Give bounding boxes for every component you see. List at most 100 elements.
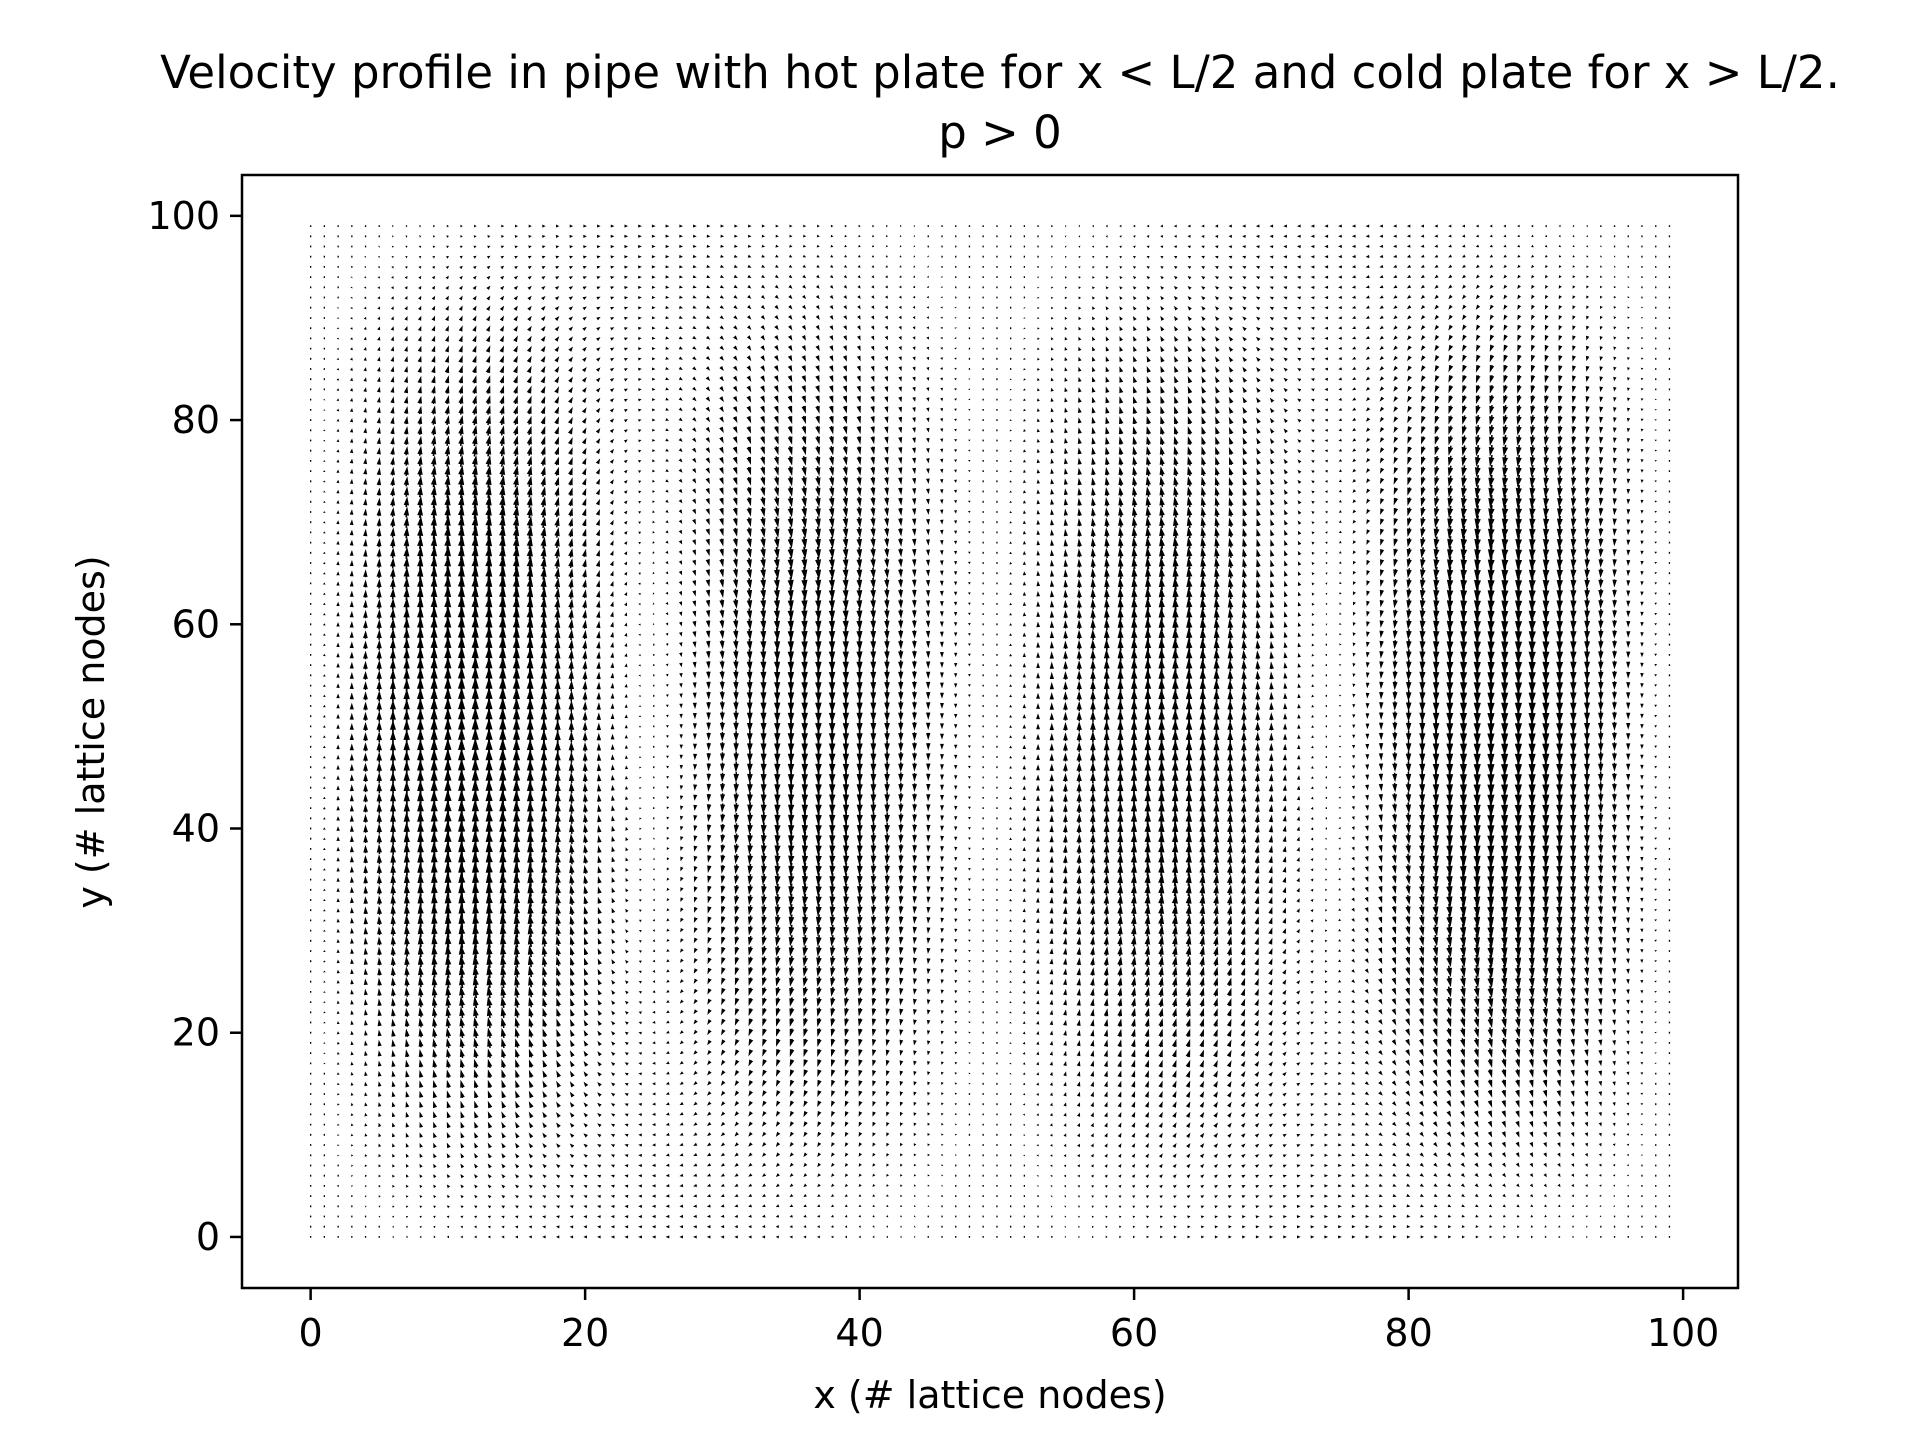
quiver-column [1254,224,1261,1239]
quiver-arrows [595,224,602,1239]
quiver-arrows [1459,224,1468,1239]
quiver-column [1351,224,1357,1239]
quiver-arrows [801,224,809,1239]
quiver-column [678,224,684,1239]
quiver-arrows [870,224,877,1239]
quiver-column [1171,224,1179,1239]
quiver-arrows [623,224,629,1239]
quiver-column [1158,224,1165,1239]
quiver-column [1063,224,1068,1239]
quiver-arrows [485,224,493,1239]
quiver-column [912,224,917,1239]
quiver-column [1022,225,1027,1238]
quiver-column [349,225,354,1238]
quiver-column [1654,225,1657,1238]
quiver-column [651,224,656,1239]
quiver-arrows [856,224,863,1239]
x-tick-label: 60 [1110,1311,1158,1355]
quiver-column [336,225,340,1238]
quiver-column [1418,224,1426,1239]
quiver-arrows [1063,224,1068,1239]
quiver-arrows [1432,224,1440,1239]
quiver-arrows [815,224,822,1239]
quiver-column [1487,224,1495,1239]
quiver-arrows [1556,224,1564,1239]
quiver-column [1528,224,1536,1239]
y-tick-label: 60 [172,602,220,646]
quiver-column [1364,224,1371,1239]
y-axis-label: y (# lattice nodes) [69,555,113,908]
quiver-column [609,224,616,1239]
quiver-field [310,224,1671,1239]
quiver-column [773,224,781,1239]
plot-frame [240,173,1740,1290]
quiver-column [705,224,712,1239]
quiver-column [1584,224,1591,1239]
quiver-arrows [746,224,754,1239]
quiver-arrows [1158,224,1165,1239]
quiver-arrows [898,224,904,1239]
x-axis-label: x (# lattice nodes) [813,1373,1166,1417]
quiver-arrows [554,224,562,1239]
quiver-column [842,224,850,1239]
quiver-column [1282,224,1288,1239]
quiver-column [1459,224,1468,1239]
quiver-arrows [1418,224,1426,1239]
y-tick-label: 20 [172,1011,220,1055]
quiver-arrows [1612,225,1617,1238]
y-tick-label: 80 [172,398,220,442]
quiver-column [1338,224,1342,1239]
quiver-column [1405,224,1412,1239]
quiver-column [1378,224,1385,1239]
quiver-column [1640,225,1644,1238]
quiver-arrows [1500,224,1509,1239]
quiver-arrows [1130,224,1138,1239]
x-tick-label: 0 [299,1311,323,1355]
x-tick-label: 20 [561,1311,609,1355]
quiver-arrows [1117,224,1124,1239]
quiver-arrows [912,224,917,1239]
quiver-arrows [1144,224,1152,1239]
quiver-arrows [444,224,452,1239]
quiver-arrows [968,225,971,1238]
quiver-column [581,224,589,1239]
quiver-column [1668,225,1671,1238]
quiver-column [1049,225,1055,1238]
quiver-column [968,225,971,1238]
quiver-column [1117,224,1124,1239]
quiver-column [1103,224,1110,1239]
quiver-arrows [1254,224,1261,1239]
quiver-arrows [1199,224,1207,1239]
quiver-column [1391,224,1399,1239]
quiver-arrows [1405,224,1412,1239]
quiver-column [1514,224,1523,1239]
quiver-column [856,224,863,1239]
quiver-arrows [403,224,410,1239]
quiver-column [692,224,698,1239]
quiver-column [760,224,767,1239]
quiver-arrows [982,225,984,1238]
quiver-arrows [310,225,312,1238]
quiver-arrows [1171,224,1179,1239]
quiver-column [1542,224,1550,1239]
quiver-column [870,224,877,1239]
quiver-column [1324,224,1329,1239]
quiver-column [457,224,466,1239]
quiver-arrows [1668,225,1671,1238]
quiver-column [828,224,836,1239]
quiver-column [1626,225,1631,1238]
quiver-column [485,224,493,1239]
quiver-column [815,224,822,1239]
quiver-arrows [609,224,616,1239]
quiver-arrows [1487,224,1495,1239]
quiver-arrows [787,224,795,1239]
quiver-column [323,225,326,1238]
quiver-arrows [1213,224,1220,1239]
quiver-arrows [692,224,698,1239]
x-axis: 0 20 40 60 80 100 [299,1288,1719,1355]
quiver-column [1076,224,1082,1239]
quiver-arrows [1640,225,1644,1238]
quiver-arrows [416,224,424,1239]
quiver-column [1144,224,1152,1239]
